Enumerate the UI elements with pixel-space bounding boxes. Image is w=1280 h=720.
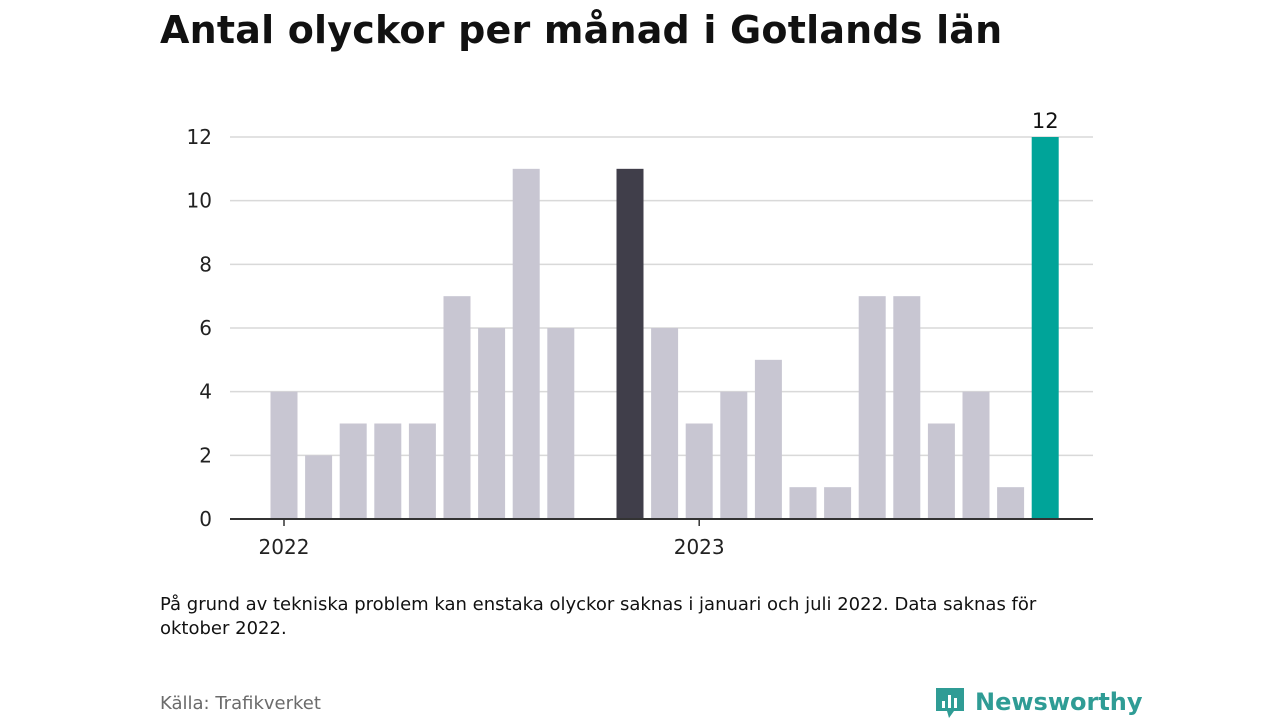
bar-2022-02[interactable] bbox=[305, 455, 333, 519]
bar-2023-05[interactable] bbox=[824, 487, 852, 519]
brand-name: Newsworthy bbox=[975, 688, 1143, 716]
footnote: På grund av tekniska problem kan enstaka… bbox=[160, 594, 1037, 639]
y-tick-label: 4 bbox=[199, 380, 212, 404]
x-tick-label: 2022 bbox=[259, 535, 310, 559]
bar-value-label: 12 bbox=[1032, 109, 1059, 133]
y-tick-label: 10 bbox=[187, 189, 212, 213]
y-tick-label: 8 bbox=[199, 252, 212, 276]
bar-2022-01[interactable] bbox=[270, 391, 298, 519]
x-tick-label: 2023 bbox=[674, 535, 725, 559]
y-tick-label: 12 bbox=[187, 125, 212, 149]
brand-logo[interactable]: Newsworthy bbox=[933, 684, 1143, 720]
bar-2022-08[interactable] bbox=[512, 168, 540, 520]
bar-2023-04[interactable] bbox=[789, 487, 817, 519]
bar-2023-08[interactable] bbox=[927, 423, 955, 520]
bar-2022-05[interactable] bbox=[408, 423, 436, 520]
axes bbox=[230, 518, 1093, 526]
chart-title: Antal olyckor per månad i Gotlands län bbox=[160, 8, 1003, 52]
labels: 0 2 4 6 8 10 12 12 2022 2023 bbox=[187, 109, 1059, 559]
bar-2022-12[interactable] bbox=[651, 328, 679, 519]
source-text: Källa: Trafikverket bbox=[160, 693, 321, 714]
bar-2022-09[interactable] bbox=[547, 328, 575, 519]
bar-2022-06[interactable] bbox=[443, 296, 471, 519]
bar-2023-11[interactable] bbox=[1031, 137, 1059, 519]
bar-2023-01[interactable] bbox=[685, 423, 713, 520]
bar-2022-11[interactable] bbox=[616, 168, 644, 520]
y-tick-label: 6 bbox=[199, 316, 212, 340]
bar-2023-02[interactable] bbox=[720, 391, 748, 519]
newsworthy-logo-icon bbox=[936, 688, 964, 718]
bar-2023-10[interactable] bbox=[997, 487, 1025, 519]
bar-2023-07[interactable] bbox=[893, 296, 921, 519]
bar-2023-03[interactable] bbox=[754, 359, 782, 519]
y-tick-label: 2 bbox=[199, 443, 212, 467]
bars bbox=[270, 137, 1059, 520]
y-tick-label: 0 bbox=[199, 507, 212, 531]
bar-2022-07[interactable] bbox=[478, 328, 506, 519]
bar-2023-06[interactable] bbox=[858, 296, 886, 519]
bar-2022-03[interactable] bbox=[339, 423, 367, 520]
bar-2023-09[interactable] bbox=[962, 391, 990, 519]
bar-2022-04[interactable] bbox=[374, 423, 402, 520]
